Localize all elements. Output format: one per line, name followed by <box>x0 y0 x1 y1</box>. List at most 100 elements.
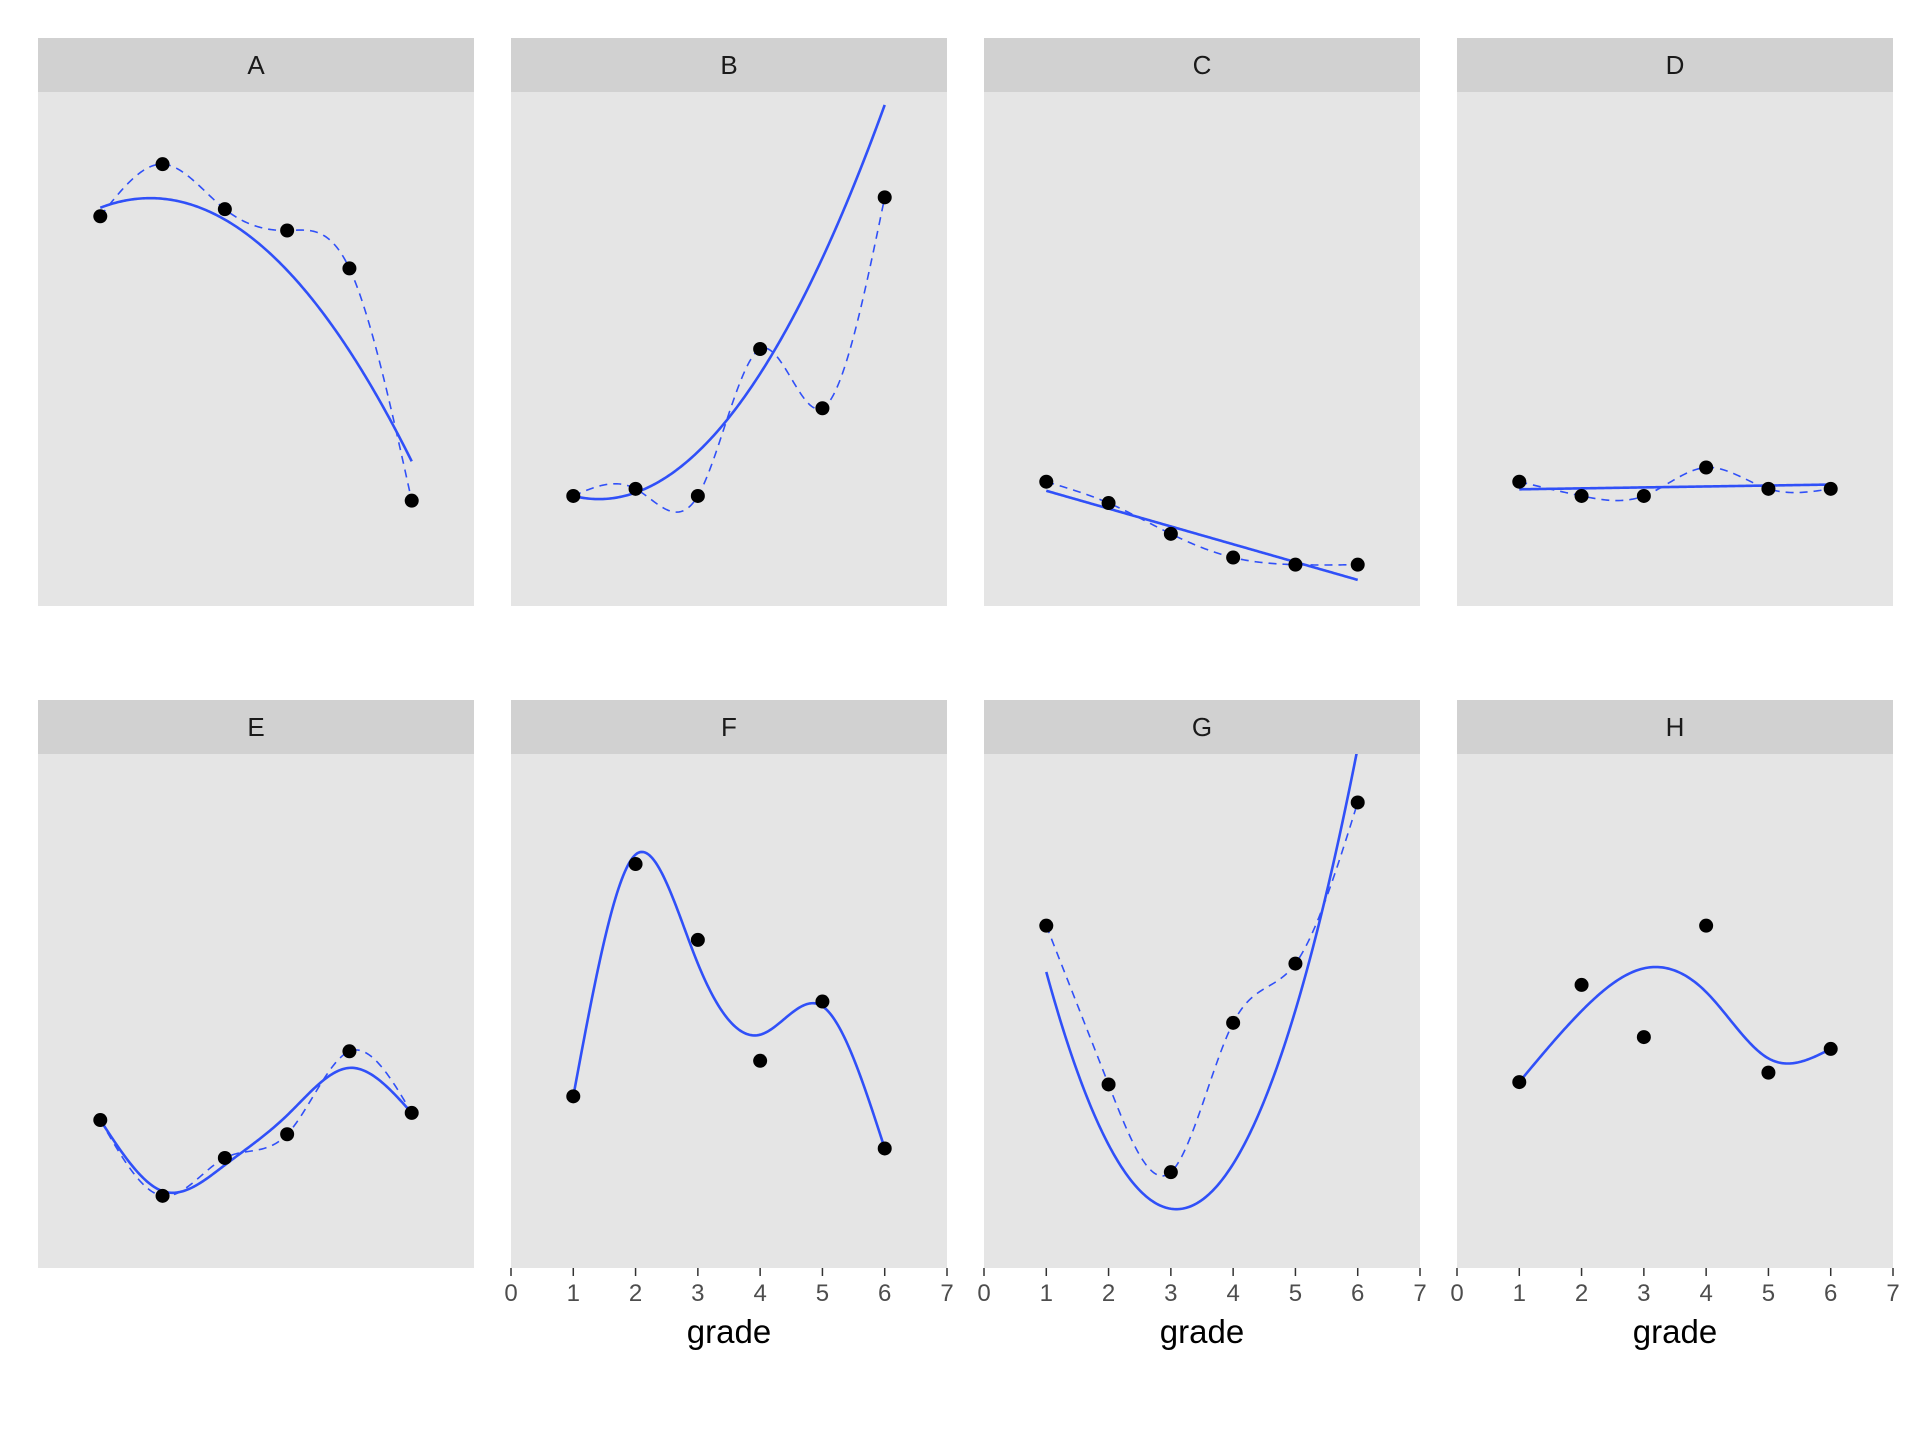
data-point <box>342 1044 357 1059</box>
data-point <box>342 261 357 276</box>
data-point <box>815 401 830 416</box>
x-tick-label: 7 <box>1886 1280 1899 1307</box>
panel-background <box>1457 92 1893 606</box>
data-point <box>1039 474 1054 489</box>
facet-panel-b: B <box>511 38 947 606</box>
data-point <box>628 481 643 496</box>
x-tick-label: 3 <box>1164 1280 1177 1307</box>
data-point <box>1512 1075 1527 1090</box>
facet-strip <box>511 38 947 92</box>
data-point <box>1699 460 1714 475</box>
dashed-fit-line <box>1046 480 1358 566</box>
facet-strip <box>511 700 947 754</box>
data-point <box>1163 526 1178 541</box>
x-tick-label: 0 <box>504 1280 517 1307</box>
data-point <box>690 488 705 503</box>
data-point <box>1636 488 1651 503</box>
facet-strip-label: H <box>1666 712 1685 742</box>
x-tick-label: 3 <box>691 1280 704 1307</box>
data-point <box>877 190 892 205</box>
x-tick-label: 4 <box>1699 1280 1712 1307</box>
solid-fit-line <box>1045 754 1358 1211</box>
x-tick-label: 0 <box>977 1280 990 1307</box>
data-point <box>1574 488 1589 503</box>
data-point <box>1761 1065 1776 1080</box>
x-tick-label: 1 <box>1040 1280 1053 1307</box>
facet-strip-label: D <box>1666 50 1685 80</box>
data-point <box>1226 1015 1241 1030</box>
facet-panel-f: F 0 1 2 3 4 5 6 7 grade <box>504 700 954 1350</box>
panel-background <box>984 754 1420 1268</box>
facet-panel-c: C <box>984 38 1420 606</box>
data-point <box>1101 496 1116 511</box>
x-tick-label: 5 <box>1289 1280 1302 1307</box>
solid-fit-line <box>99 1066 413 1195</box>
data-point <box>753 342 768 356</box>
data-point <box>1512 474 1527 489</box>
x-tick-label: 4 <box>1226 1280 1239 1307</box>
facet-strip <box>38 38 474 92</box>
data-point <box>1823 481 1838 496</box>
x-axis-title: grade <box>1633 1313 1717 1350</box>
dashed-fit-line <box>1519 466 1831 502</box>
data-point <box>566 1089 581 1104</box>
facet-strip-label: C <box>1193 50 1212 80</box>
x-tick-label: 2 <box>1102 1280 1115 1307</box>
dashed-fit-line <box>1045 802 1359 1177</box>
panel-background <box>38 754 474 1268</box>
facet-strip-label: F <box>721 712 737 742</box>
facet-strip-label: G <box>1192 712 1212 742</box>
data-point <box>1761 481 1776 496</box>
data-point <box>1039 918 1054 933</box>
facet-panel-a: A <box>38 38 474 606</box>
solid-fit-line <box>572 104 886 501</box>
facet-strip <box>1457 700 1893 754</box>
data-point <box>93 1113 108 1128</box>
data-point <box>1823 1041 1838 1056</box>
data-point <box>1699 918 1714 933</box>
data-point <box>1288 956 1303 971</box>
data-point <box>1350 795 1365 810</box>
data-point <box>1226 550 1241 565</box>
data-point <box>404 1105 419 1120</box>
data-point <box>753 1053 768 1068</box>
data-point <box>1636 1030 1651 1045</box>
x-tick-label: 5 <box>1762 1280 1775 1307</box>
data-point <box>93 209 108 224</box>
solid-fit-line <box>572 850 886 1149</box>
x-tick-label: 7 <box>1413 1280 1426 1307</box>
facet-panel-g: G 0 1 2 3 4 5 6 7 grade <box>977 700 1427 1350</box>
data-point <box>566 488 581 503</box>
x-tick-label: 6 <box>1824 1280 1837 1307</box>
data-point <box>155 157 170 172</box>
solid-fit-line <box>99 196 413 462</box>
data-point <box>217 1150 232 1165</box>
facet-strip <box>984 38 1420 92</box>
panel-background <box>984 92 1420 606</box>
panel-background <box>1457 754 1893 1268</box>
data-point <box>280 1127 295 1142</box>
data-point <box>1101 1077 1116 1092</box>
x-axis-title: grade <box>687 1313 771 1350</box>
data-point <box>404 493 419 508</box>
data-point <box>217 202 232 217</box>
dashed-fit-line <box>99 163 413 501</box>
x-tick-label: 2 <box>629 1280 642 1307</box>
facet-strip <box>984 700 1420 754</box>
x-tick-label: 2 <box>1575 1280 1588 1307</box>
data-point <box>690 932 705 947</box>
solid-fit-line <box>1518 965 1832 1083</box>
x-tick-label: 7 <box>940 1280 953 1307</box>
data-point <box>628 857 643 872</box>
data-point <box>280 223 295 238</box>
facet-strip-label: E <box>247 712 264 742</box>
x-tick-label: 1 <box>1513 1280 1526 1307</box>
facet-strip-label: B <box>720 50 737 80</box>
x-tick-label: 4 <box>753 1280 766 1307</box>
data-point <box>155 1188 170 1203</box>
panel-background <box>511 754 947 1268</box>
data-point <box>1288 557 1303 572</box>
data-point <box>1350 557 1365 572</box>
x-axis-title: grade <box>1160 1313 1244 1350</box>
